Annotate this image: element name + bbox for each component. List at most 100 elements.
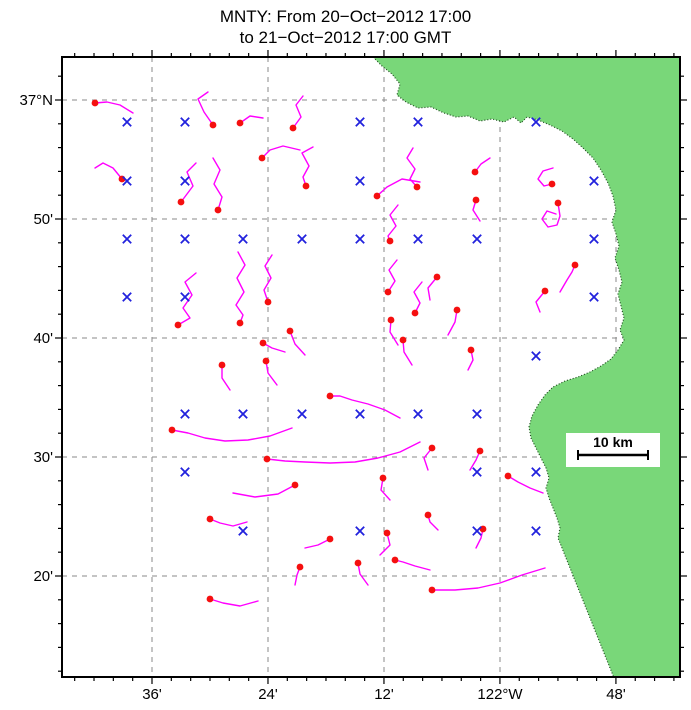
grid-marker-x [472, 526, 482, 536]
trajectory-path [239, 115, 264, 124]
trajectory-path [289, 330, 306, 356]
trajectory-end-dot [326, 535, 334, 543]
trajectory-path [380, 477, 391, 501]
trajectory-path [263, 254, 273, 303]
grid-marker-x [472, 467, 482, 477]
x-tick-label: 48' [606, 686, 626, 703]
grid-marker-x [355, 176, 365, 186]
grid-marker-x [180, 292, 190, 302]
trajectory-path [389, 319, 399, 346]
trajectory-path [394, 559, 431, 571]
grid-marker-x [589, 234, 599, 244]
trajectory-end-dot [326, 392, 334, 400]
trajectory-end-dot [258, 154, 266, 162]
trajectory-end-dot [386, 237, 394, 245]
trajectory-end-dot [428, 444, 436, 452]
trajectory-path [304, 538, 331, 549]
trajectory-path [535, 290, 546, 313]
plot-title-line1: MNTY: From 20−Oct−2012 17:00 [219, 7, 472, 26]
grid-marker-x [413, 234, 423, 244]
trajectory-end-dot [354, 559, 362, 567]
trajectory-end-dot [174, 321, 182, 329]
grid-marker-x [238, 234, 248, 244]
trajectory-path [507, 475, 544, 494]
trajectory-end-dot [302, 182, 310, 190]
trajectory-path [94, 101, 134, 114]
trajectory-end-dot [291, 481, 299, 489]
grid-marker-x [180, 117, 190, 127]
y-tick-label: 50' [33, 211, 53, 228]
trajectory-end-dot [218, 361, 226, 369]
grid-marker-x [355, 234, 365, 244]
grid-marker-x [180, 467, 190, 477]
grid-marker-x [180, 409, 190, 419]
trajectory-path [427, 276, 438, 301]
trajectory-end-dot [209, 121, 217, 129]
trajectory-end-dot [472, 196, 480, 204]
trajectory-path [212, 157, 223, 211]
grid-marker-x [413, 409, 423, 419]
grid-marker-x [531, 117, 541, 127]
trajectory-end-dot [541, 287, 549, 295]
trajectory-end-dot [206, 515, 214, 523]
grid-marker-x [122, 176, 132, 186]
trajectory-end-dot [383, 529, 391, 537]
trajectory-path [559, 264, 576, 293]
tick-marks [55, 50, 687, 684]
trajectory-path [379, 532, 391, 556]
plot-title: MNTY: From 20−Oct−2012 17:00 to 21−Oct−2… [0, 6, 691, 48]
grid-marker-x [297, 234, 307, 244]
trajectory-end-dot [379, 474, 387, 482]
trajectory-end-dot [264, 298, 272, 306]
trajectory-end-dot [263, 455, 271, 463]
trajectory-end-dot [424, 511, 432, 519]
scale-bar-label: 10 km [593, 434, 633, 450]
trajectory-end-dot [433, 273, 441, 281]
trajectory-path [406, 147, 418, 188]
trajectory-path [447, 309, 458, 336]
trajectory-path [221, 364, 231, 391]
trajectory-path [537, 167, 554, 187]
axis-frame [61, 56, 681, 678]
grid-marker-x [355, 409, 365, 419]
trajectory-end-dot [453, 306, 461, 314]
trajectory-end-dot [168, 426, 176, 434]
y-tick-label: 30' [33, 449, 53, 466]
grid-marker-x [531, 526, 541, 536]
trajectory-path [171, 427, 293, 442]
grid-marker-x [122, 292, 132, 302]
trajectory-end-dot [554, 199, 562, 207]
trajectory-path [387, 204, 399, 242]
trajectory-path [472, 199, 481, 222]
trajectory-end-dot [373, 192, 381, 200]
trajectory-end-dot [91, 99, 99, 107]
trajectory-end-dot [286, 327, 294, 335]
trajectory-end-dot [476, 447, 484, 455]
trajectory-end-dot [296, 563, 304, 571]
trajectory-path [261, 145, 301, 159]
grid-marker-x [355, 117, 365, 127]
trajectory-path [301, 146, 314, 187]
trajectory-path [180, 162, 197, 203]
trajectory-path [209, 518, 248, 527]
grid-marker-x [531, 351, 541, 361]
trajectory-path [292, 95, 304, 129]
x-tick-label: 36' [142, 686, 162, 703]
trajectory-end-dot [571, 261, 579, 269]
trajectory-end-dot [289, 124, 297, 132]
trajectory-end-dot [236, 119, 244, 127]
grid-marker-x [122, 234, 132, 244]
plot-title-line2: to 21−Oct−2012 17:00 GMT [239, 28, 452, 47]
trajectory-path [413, 281, 423, 314]
x-tick-label: 12' [374, 686, 394, 703]
trajectory-path [266, 441, 421, 464]
trajectory-path [357, 562, 369, 586]
trajectory-end-dot [259, 339, 267, 347]
trajectory-end-dot [411, 309, 419, 317]
trajectory-path [262, 342, 286, 353]
trajectory-end-dot [387, 316, 395, 324]
trajectory-end-dot [384, 288, 392, 296]
grid-marker-x [589, 176, 599, 186]
grid-marker-x [355, 526, 365, 536]
trajectory-path [541, 202, 561, 228]
